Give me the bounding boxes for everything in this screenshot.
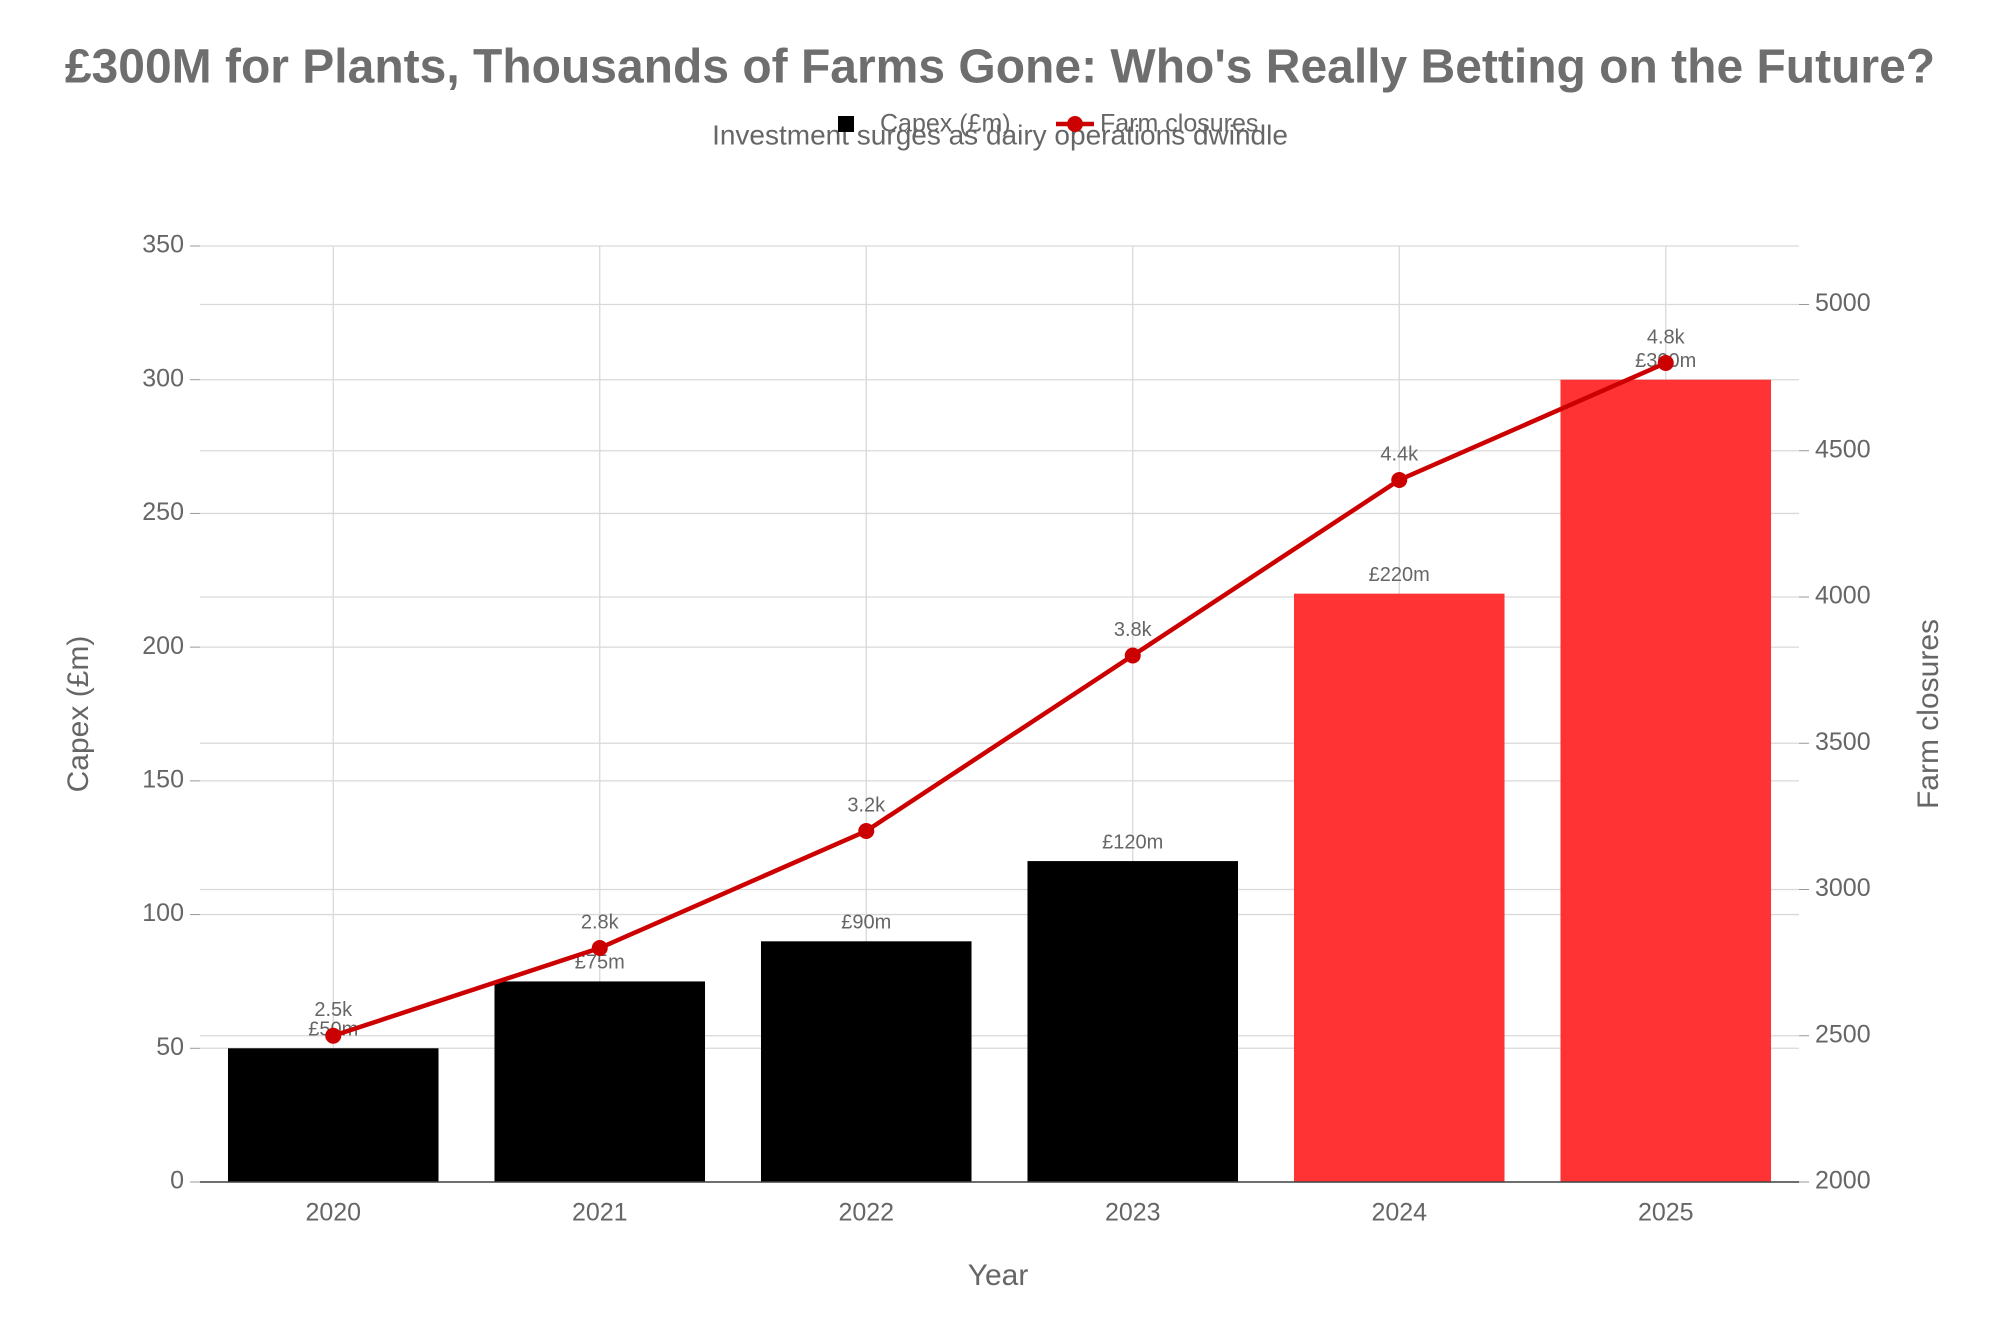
bar-value-label: £120m	[1102, 831, 1163, 853]
y2-tick-label: 2000	[1815, 1167, 1871, 1195]
y2-axis-title: Farm closures	[1912, 619, 1945, 809]
y-tick-label: 150	[142, 765, 184, 793]
bar	[227, 1048, 439, 1182]
legend-swatch	[1067, 116, 1083, 132]
x-tick-label: 2023	[1105, 1199, 1161, 1227]
x-tick-label: 2021	[572, 1199, 628, 1227]
line-value-label: 2.5k	[314, 999, 353, 1021]
x-axis-title: Year	[968, 1259, 1029, 1292]
y-tick-label: 300	[142, 364, 184, 392]
legend-label: Capex (£m)	[880, 110, 1011, 138]
y2-tick-label: 3500	[1815, 728, 1871, 756]
y-tick-label: 250	[142, 498, 184, 526]
line-value-label: 3.8k	[1114, 619, 1153, 641]
line-point	[1391, 472, 1408, 488]
legend-label: Farm closures	[1100, 110, 1258, 138]
y-tick-label: 0	[170, 1167, 184, 1195]
x-tick-label: 2020	[305, 1199, 361, 1227]
y2-tick-label: 5000	[1815, 289, 1871, 317]
line-value-label: 3.2k	[847, 794, 886, 816]
x-tick-label: 2024	[1371, 1199, 1427, 1227]
bar-value-label: £90m	[841, 912, 891, 934]
bar-value-label: £220m	[1369, 564, 1430, 586]
y-axis-title: Capex (£m)	[62, 636, 95, 793]
x-tick-label: 2025	[1638, 1199, 1694, 1227]
chart-subtitle: Investment surges as dairy operations dw…	[712, 119, 1288, 150]
bar	[1027, 861, 1239, 1182]
line-value-label: 2.8k	[581, 911, 620, 933]
chart-title: £300M for Plants, Thousands of Farms Gon…	[65, 41, 1935, 94]
line-point	[1124, 647, 1141, 664]
line-point	[325, 1027, 342, 1044]
line	[332, 360, 1667, 1038]
bar	[494, 981, 706, 1182]
y-tick-label: 100	[142, 899, 184, 927]
y2-tick-label: 2500	[1815, 1020, 1871, 1048]
line-value-label: 4.4k	[1380, 443, 1419, 465]
bar	[1560, 379, 1772, 1182]
line-value-label: 4.8k	[1647, 326, 1686, 348]
bar	[1293, 593, 1505, 1182]
y-tick-label: 50	[156, 1033, 184, 1061]
y-tick-label: 350	[142, 231, 184, 259]
legend-swatch	[838, 116, 854, 132]
y2-tick-label: 3000	[1815, 874, 1871, 902]
y2-tick-label: 4000	[1815, 582, 1871, 610]
line-point	[858, 823, 875, 839]
line-point	[591, 940, 608, 956]
bar-value-label: £75m	[575, 952, 625, 974]
x-tick-label: 2022	[838, 1199, 894, 1227]
y2-tick-label: 4500	[1815, 435, 1871, 463]
line-point	[1657, 355, 1674, 371]
bar	[760, 941, 972, 1182]
y-tick-label: 200	[142, 632, 184, 660]
